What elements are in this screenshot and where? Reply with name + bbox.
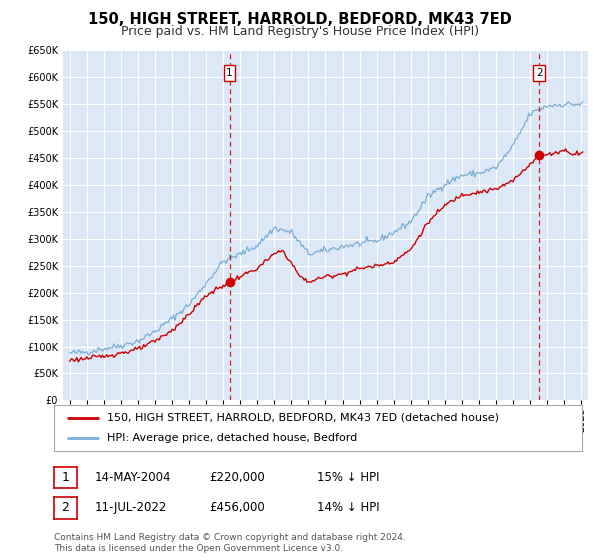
Text: HPI: Average price, detached house, Bedford: HPI: Average price, detached house, Bedf… — [107, 433, 357, 444]
Text: 14% ↓ HPI: 14% ↓ HPI — [317, 501, 379, 515]
Text: 2: 2 — [61, 501, 70, 515]
Text: £220,000: £220,000 — [209, 471, 265, 484]
Text: 14-MAY-2004: 14-MAY-2004 — [95, 471, 172, 484]
Text: Price paid vs. HM Land Registry's House Price Index (HPI): Price paid vs. HM Land Registry's House … — [121, 25, 479, 38]
Text: 1: 1 — [61, 471, 70, 484]
Text: Contains HM Land Registry data © Crown copyright and database right 2024.
This d: Contains HM Land Registry data © Crown c… — [54, 533, 406, 553]
Text: 150, HIGH STREET, HARROLD, BEDFORD, MK43 7ED (detached house): 150, HIGH STREET, HARROLD, BEDFORD, MK43… — [107, 413, 499, 423]
Text: 11-JUL-2022: 11-JUL-2022 — [95, 501, 167, 515]
Text: 150, HIGH STREET, HARROLD, BEDFORD, MK43 7ED: 150, HIGH STREET, HARROLD, BEDFORD, MK43… — [88, 12, 512, 27]
Text: £456,000: £456,000 — [209, 501, 265, 515]
Text: 1: 1 — [226, 68, 233, 78]
Text: 2: 2 — [536, 68, 542, 78]
Text: 15% ↓ HPI: 15% ↓ HPI — [317, 471, 379, 484]
